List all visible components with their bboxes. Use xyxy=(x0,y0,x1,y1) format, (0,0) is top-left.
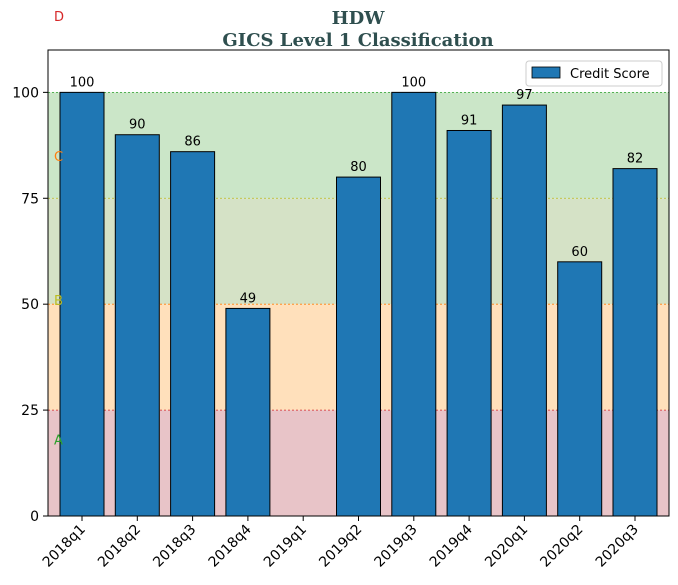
bar-value-label: 49 xyxy=(240,291,257,306)
x-tick-label: 2019q3 xyxy=(372,522,421,571)
y-tick-label: 50 xyxy=(21,297,39,313)
bars xyxy=(59,91,658,517)
bar-value-label: 100 xyxy=(70,75,95,90)
zone-label-d: D xyxy=(54,10,64,25)
bar-2020q2 xyxy=(557,261,603,517)
bar-2018q3 xyxy=(170,151,216,517)
bar-value-label: 60 xyxy=(571,245,588,260)
bar-2020q1 xyxy=(501,104,547,517)
legend-swatch xyxy=(531,66,561,79)
x-tick-label: 2019q1 xyxy=(261,522,310,571)
zone-labels: A B C D xyxy=(54,10,64,449)
y-axis: 0 25 50 75 100 xyxy=(12,85,48,525)
zone-label-c: C xyxy=(54,150,63,165)
bar-2018q1 xyxy=(59,91,105,517)
bar-2018q2 xyxy=(114,134,160,517)
x-tick-label: 2019q2 xyxy=(316,522,365,571)
bar-2020q3 xyxy=(612,168,658,517)
legend-label: Credit Score xyxy=(570,67,650,82)
x-tick-label: 2018q4 xyxy=(206,521,255,570)
x-axis: 2018q1 2018q2 2018q3 2018q4 2019q1 2019q2 2019… xyxy=(40,516,642,571)
x-tick-label: 2018q3 xyxy=(150,522,199,571)
bar-value-label: 82 xyxy=(627,152,644,167)
x-tick-label: 2020q2 xyxy=(537,522,586,571)
x-tick-label: 2020q1 xyxy=(482,522,531,571)
x-tick-label: 2018q1 xyxy=(40,522,89,571)
y-tick-label: 0 xyxy=(30,509,39,525)
y-tick-label: 75 xyxy=(21,191,39,207)
bar-value-label: 90 xyxy=(129,118,146,133)
zone-label-a: A xyxy=(54,434,63,449)
x-tick-label: 2019q4 xyxy=(427,521,476,570)
y-tick-label: 25 xyxy=(21,403,39,419)
chart-subtitle: GICS Level 1 Classification xyxy=(222,30,493,51)
bar-value-label: 80 xyxy=(350,160,367,175)
bar-value-label: 91 xyxy=(461,113,478,128)
x-tick-label: 2020q3 xyxy=(593,522,642,571)
chart-title: HDW xyxy=(332,8,386,29)
bar-value-labels: 100 90 86 49 80 100 91 97 60 82 xyxy=(70,75,644,306)
x-tick-label: 2018q2 xyxy=(95,522,144,571)
bar-2019q4 xyxy=(446,129,492,517)
bar-2019q3 xyxy=(391,91,437,517)
bar-2019q2 xyxy=(336,176,381,517)
legend: Credit Score xyxy=(525,60,663,87)
y-tick-label: 100 xyxy=(12,85,39,101)
bar-2018q4 xyxy=(225,307,271,517)
bar-value-label: 100 xyxy=(401,75,426,90)
bar-value-label: 86 xyxy=(184,135,201,150)
bar-value-label: 97 xyxy=(516,88,533,103)
zone-label-b: B xyxy=(54,294,63,309)
